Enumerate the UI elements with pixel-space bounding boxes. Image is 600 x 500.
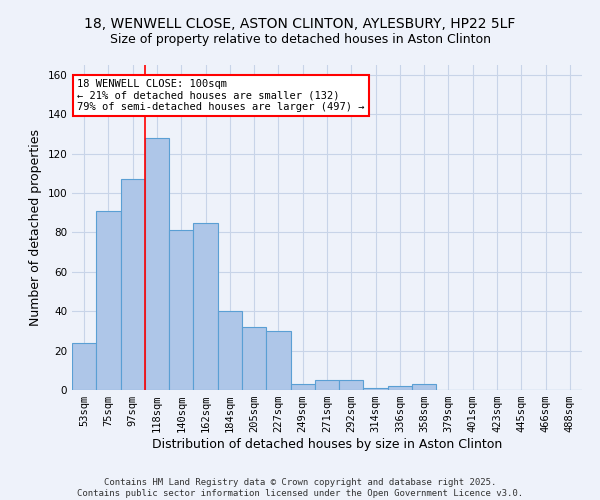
Bar [193, 222, 218, 390]
Bar [242, 327, 266, 390]
Text: Contains HM Land Registry data © Crown copyright and database right 2025.
Contai: Contains HM Land Registry data © Crown c… [77, 478, 523, 498]
Bar [364, 388, 388, 390]
Bar [290, 384, 315, 390]
Text: 18, WENWELL CLOSE, ASTON CLINTON, AYLESBURY, HP22 5LF: 18, WENWELL CLOSE, ASTON CLINTON, AYLESB… [85, 18, 515, 32]
Y-axis label: Number of detached properties: Number of detached properties [29, 129, 42, 326]
Bar [315, 380, 339, 390]
Bar [72, 342, 96, 390]
Bar [145, 138, 169, 390]
Text: Size of property relative to detached houses in Aston Clinton: Size of property relative to detached ho… [110, 32, 491, 46]
Bar [388, 386, 412, 390]
Bar [412, 384, 436, 390]
Bar [169, 230, 193, 390]
Bar [339, 380, 364, 390]
Bar [121, 179, 145, 390]
Text: 18 WENWELL CLOSE: 100sqm
← 21% of detached houses are smaller (132)
79% of semi-: 18 WENWELL CLOSE: 100sqm ← 21% of detach… [77, 79, 364, 112]
X-axis label: Distribution of detached houses by size in Aston Clinton: Distribution of detached houses by size … [152, 438, 502, 451]
Bar [218, 311, 242, 390]
Bar [96, 211, 121, 390]
Bar [266, 331, 290, 390]
